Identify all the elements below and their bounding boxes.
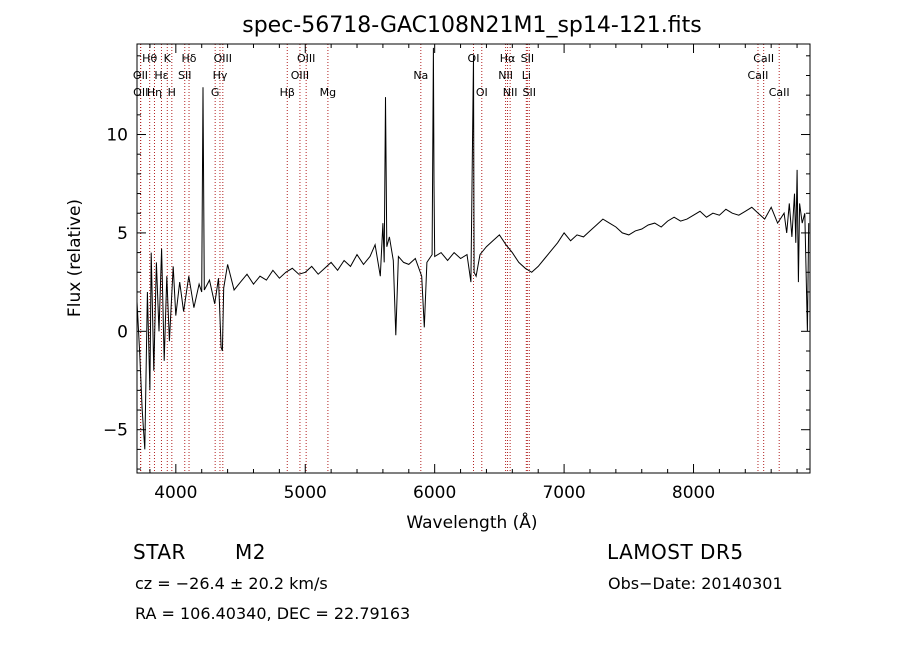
line-label: SII bbox=[523, 86, 536, 99]
line-label: OIII bbox=[297, 52, 315, 65]
y-tick-label: 10 bbox=[106, 126, 128, 146]
coordinates: RA = 106.40340, DEC = 22.79163 bbox=[135, 604, 411, 623]
line-label: K bbox=[164, 52, 172, 65]
line-label: OI bbox=[476, 86, 488, 99]
y-axis: −5 0 5 10 bbox=[103, 55, 810, 470]
x-tick-label: 6000 bbox=[413, 483, 456, 503]
line-label: Hη bbox=[147, 86, 162, 99]
line-label: Li bbox=[522, 69, 531, 82]
line-label: H bbox=[168, 86, 176, 99]
line-label: OIII bbox=[214, 52, 232, 65]
line-label: G bbox=[211, 86, 220, 99]
line-label: Hδ bbox=[182, 52, 197, 65]
line-label: CaII bbox=[753, 52, 774, 65]
x-tick-label: 5000 bbox=[284, 483, 327, 503]
line-label: Hα bbox=[500, 52, 516, 65]
x-tick-label: 8000 bbox=[672, 483, 715, 503]
line-label: NII bbox=[498, 69, 513, 82]
line-markers bbox=[139, 44, 780, 473]
line-label: CaII bbox=[769, 86, 790, 99]
line-label: Mg bbox=[320, 86, 336, 99]
chart-title: spec-56718-GAC108N21M1_sp14-121.fits bbox=[242, 13, 702, 38]
line-label: Hγ bbox=[213, 69, 228, 82]
y-tick-label: 5 bbox=[117, 224, 128, 244]
line-label: SII bbox=[178, 69, 191, 82]
spectrum-series bbox=[136, 47, 810, 450]
x-axis: 4000 5000 6000 7000 8000 bbox=[149, 44, 798, 503]
line-label: Hβ bbox=[280, 86, 295, 99]
line-label: OIII bbox=[291, 69, 309, 82]
plot-frame bbox=[136, 43, 811, 474]
line-label: Na bbox=[413, 69, 428, 82]
line-label: NII bbox=[503, 86, 518, 99]
x-tick-label: 4000 bbox=[154, 483, 197, 503]
survey-name: LAMOST DR5 bbox=[607, 540, 744, 564]
x-tick-label: 7000 bbox=[542, 483, 585, 503]
y-tick-label: 0 bbox=[117, 322, 128, 342]
line-label: CaII bbox=[748, 69, 769, 82]
line-label: Hε bbox=[154, 69, 168, 82]
line-label: Hθ bbox=[142, 52, 157, 65]
object-subclass: M2 bbox=[235, 540, 266, 564]
y-axis-label: Flux (relative) bbox=[65, 199, 85, 317]
line-label: SII bbox=[521, 52, 534, 65]
x-axis-label: Wavelength (Å) bbox=[406, 511, 537, 533]
redshift-cz: cz = −26.4 ± 20.2 km/s bbox=[135, 574, 328, 593]
observation-date: Obs−Date: 20140301 bbox=[608, 574, 783, 593]
y-tick-label: −5 bbox=[103, 421, 128, 441]
object-class: STAR bbox=[133, 540, 186, 564]
